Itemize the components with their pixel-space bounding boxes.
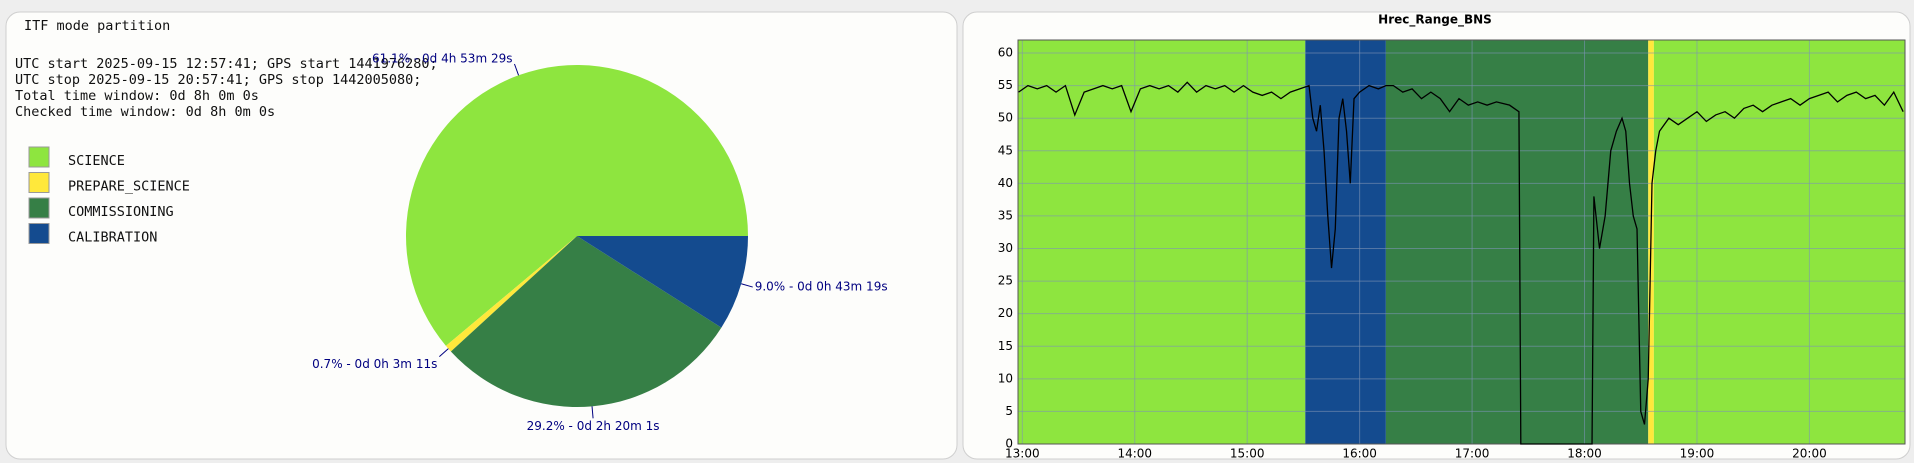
x-tick-label: 14:00 <box>1117 447 1152 461</box>
x-tick-label: 18:00 <box>1567 447 1602 461</box>
x-tick-label: 13:00 <box>1005 447 1040 461</box>
legend-swatch <box>28 172 50 193</box>
y-tick-label: 20 <box>998 306 1013 320</box>
mode-band <box>1385 40 1649 444</box>
pie-label: 29.2% - 0d 2h 20m 1s <box>527 419 660 433</box>
mode-band <box>1653 40 1905 444</box>
y-tick-label: 10 <box>998 371 1013 385</box>
line-title: Hrec_Range_BNS <box>1378 13 1492 28</box>
y-tick-label: 30 <box>998 241 1013 255</box>
label-leader <box>439 348 449 357</box>
y-tick-label: 55 <box>998 78 1013 92</box>
x-tick-label: 15:00 <box>1230 447 1265 461</box>
x-tick-label: 19:00 <box>1680 447 1715 461</box>
legend-label: COMMISSIONING <box>68 204 174 220</box>
pie-slice <box>577 236 748 328</box>
legend-swatch <box>28 223 50 244</box>
mode-band <box>1018 40 1306 444</box>
pie-label: 9.0% - 0d 0h 43m 19s <box>755 280 888 294</box>
y-tick-label: 0 <box>1005 437 1013 451</box>
x-tick-label: 16:00 <box>1342 447 1377 461</box>
data-line <box>1018 81 1904 445</box>
info-line: Total time window: 0d 8h 0m 0s <box>15 88 259 104</box>
info-line: UTC start 2025-09-15 12:57:41; GPS start… <box>15 56 438 72</box>
y-tick-label: 50 <box>998 111 1013 125</box>
legend-swatch <box>28 197 50 219</box>
mode-band <box>1305 40 1386 444</box>
pie-slice <box>450 236 722 407</box>
info-line: UTC stop 2025-09-15 20:57:41; GPS stop 1… <box>15 72 421 88</box>
label-leader <box>514 63 520 76</box>
y-tick-label: 25 <box>998 274 1013 288</box>
y-tick-label: 35 <box>998 208 1013 222</box>
label-leader <box>741 283 753 288</box>
y-tick-label: 5 <box>1005 404 1013 418</box>
plot-frame <box>1017 39 1906 445</box>
y-tick-label: 60 <box>998 46 1013 60</box>
pie-label: 0.7% - 0d 0h 3m 11s <box>312 357 437 371</box>
pie-label: 61.1% - 0d 4h 53m 29s <box>372 52 513 66</box>
legend-label: SCIENCE <box>68 153 125 169</box>
pie-slice <box>405 65 748 346</box>
label-leader <box>591 406 594 419</box>
legend-label: CALIBRATION <box>68 230 157 246</box>
info-line: Checked time window: 0d 8h 0m 0s <box>15 104 275 120</box>
y-tick-label: 45 <box>998 143 1013 157</box>
x-tick-label: 17:00 <box>1455 447 1490 461</box>
pie-title: ITF mode partition <box>24 18 170 34</box>
legend-swatch <box>28 146 50 168</box>
y-tick-label: 15 <box>998 339 1013 353</box>
x-tick-label: 20:00 <box>1792 447 1827 461</box>
y-tick-label: 40 <box>998 176 1013 190</box>
legend-label: PREPARE_SCIENCE <box>68 179 190 195</box>
pie-slice <box>445 236 577 352</box>
